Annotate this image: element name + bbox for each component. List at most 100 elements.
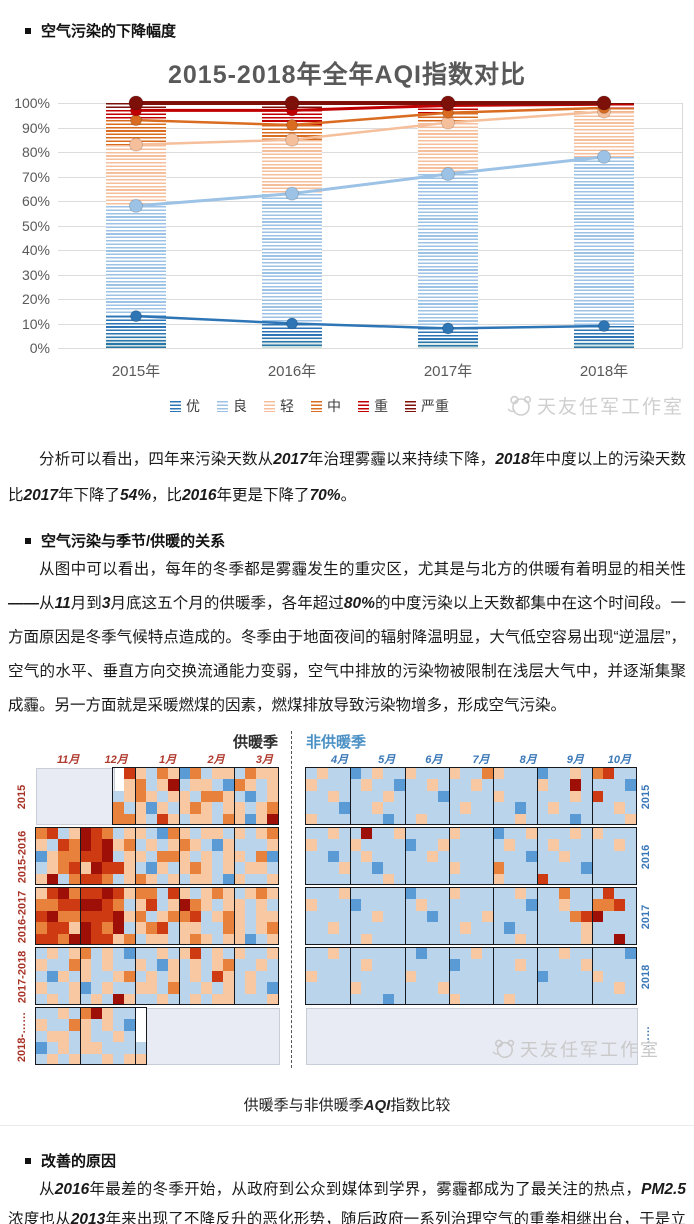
heatmap-cell: [234, 850, 245, 863]
text-run: 2017: [23, 487, 58, 504]
heatmap-cell: [124, 982, 135, 994]
heatmap-cell: [234, 802, 245, 814]
heatmap-cell: [58, 850, 69, 863]
heatmap-cell: [394, 888, 405, 900]
heatmap-cell: [405, 779, 416, 791]
heatmap-cell: [427, 813, 438, 825]
heatmap-cell: [493, 888, 504, 900]
heatmap-cell: [438, 862, 449, 874]
heatmap-cell: [234, 768, 245, 780]
heatmap-cell: [427, 982, 438, 994]
y-tick-label: 20%: [21, 291, 50, 307]
month-boundary-line: [350, 888, 351, 945]
heatmap-cell: [201, 862, 212, 874]
heatmap-cell: [559, 959, 570, 971]
heatmap-cell: [168, 802, 179, 814]
heatmap-cell: [350, 850, 361, 863]
heatmap-cell: [102, 850, 113, 863]
month-boundary-line: [350, 768, 351, 825]
heatmap-cell: [548, 888, 559, 900]
heatmap-cell: [47, 970, 58, 983]
heatmap-cell: [603, 839, 614, 851]
heatmap-cell: [350, 768, 361, 780]
heatmap-cell: [168, 862, 179, 874]
heatmap-cell: [515, 888, 526, 900]
heatmap-cell: [427, 970, 438, 983]
row-label-text: 2018: [640, 964, 653, 989]
heatmap-cell: [625, 873, 636, 885]
heatmap-cell: [245, 862, 256, 874]
heatmap-cell: [47, 1042, 58, 1054]
heatmap-cell: [168, 850, 179, 863]
heatmap-cell: [223, 850, 234, 863]
heatmap-cell: [58, 1008, 69, 1020]
y-tick-label: 30%: [21, 266, 50, 283]
heatmap-cell: [201, 888, 212, 900]
heatmap-cell: [113, 970, 124, 983]
heatmap-cell: [515, 768, 526, 780]
heatmap-cell: [504, 873, 515, 885]
heatmap-cell: [223, 970, 234, 983]
heatmap-cell: [537, 993, 548, 1005]
figure-caption: 供暖季与非供暖季AQI指数比较: [0, 1094, 694, 1115]
heatmap-cell: [537, 910, 548, 923]
heatmap-cell: [58, 993, 69, 1005]
heatmap-cell: [603, 768, 614, 780]
heatmap-cell: [113, 1053, 124, 1065]
heatmap-cell: [135, 862, 146, 874]
heatmap-cell: [548, 850, 559, 863]
heatmap-cell: [317, 862, 328, 874]
heatmap-cell: [91, 922, 102, 934]
heatmap-cell: [113, 1008, 124, 1020]
heatmap-cell: [460, 888, 471, 900]
heatmap-cell: [394, 850, 405, 863]
legend-item-中: 中: [311, 396, 341, 416]
heatmap-cell: [36, 1053, 47, 1065]
heatmap-cell: [493, 970, 504, 983]
heatmap-cell: [124, 828, 135, 840]
series-marker: [597, 149, 611, 164]
heatmap-cell: [548, 862, 559, 874]
heatmap-cell: [416, 779, 427, 791]
heatmap-cell: [245, 850, 256, 863]
heatmap-cell: [234, 828, 245, 840]
heatmap-cell: [234, 873, 245, 885]
heatmap-cell: [614, 922, 625, 934]
heatmap-cell: [80, 959, 91, 971]
heatmap-cell: [504, 779, 515, 791]
heatmap-cell: [256, 933, 267, 945]
heatmap-cell: [190, 873, 201, 885]
heatmap-cell: [361, 922, 372, 934]
heatmap-cell: [267, 993, 278, 1005]
heatmap-cell: [570, 922, 581, 934]
heatmap-cell: [146, 850, 157, 863]
heatmap-cell: [58, 888, 69, 900]
heatmap-cell: [548, 828, 559, 840]
heatmap-cell: [471, 948, 482, 960]
heatmap-cell: [438, 948, 449, 960]
heatmap-cell: [135, 948, 146, 960]
heatmap-cell: [146, 933, 157, 945]
heatmap-cell: [146, 899, 157, 911]
heatmap-cell: [102, 922, 113, 934]
heatmap-cell: [328, 790, 339, 803]
heatmap-cell: [102, 948, 113, 960]
heatmap-cell: [493, 993, 504, 1005]
heatmap-cell: [372, 839, 383, 851]
row-label-right: 2018: [638, 948, 654, 1005]
heatmap-cell: [427, 959, 438, 971]
heatmap-cell: [157, 790, 168, 803]
heatmap-cell: [592, 802, 603, 814]
heatmap-cell: [471, 982, 482, 994]
heatmap-cell: [350, 790, 361, 803]
heatmap-cell: [212, 828, 223, 840]
text-run: ——: [8, 595, 39, 612]
heatmap-cell: [603, 933, 614, 945]
heatmap-cell: [339, 959, 350, 971]
heatmap-cell: [460, 802, 471, 814]
heatmap-cell: [317, 982, 328, 994]
heatmap-cell: [548, 993, 559, 1005]
heatmap-cell: [581, 873, 592, 885]
heatmap-cell: [416, 982, 427, 994]
heatmap-cell: [592, 899, 603, 911]
